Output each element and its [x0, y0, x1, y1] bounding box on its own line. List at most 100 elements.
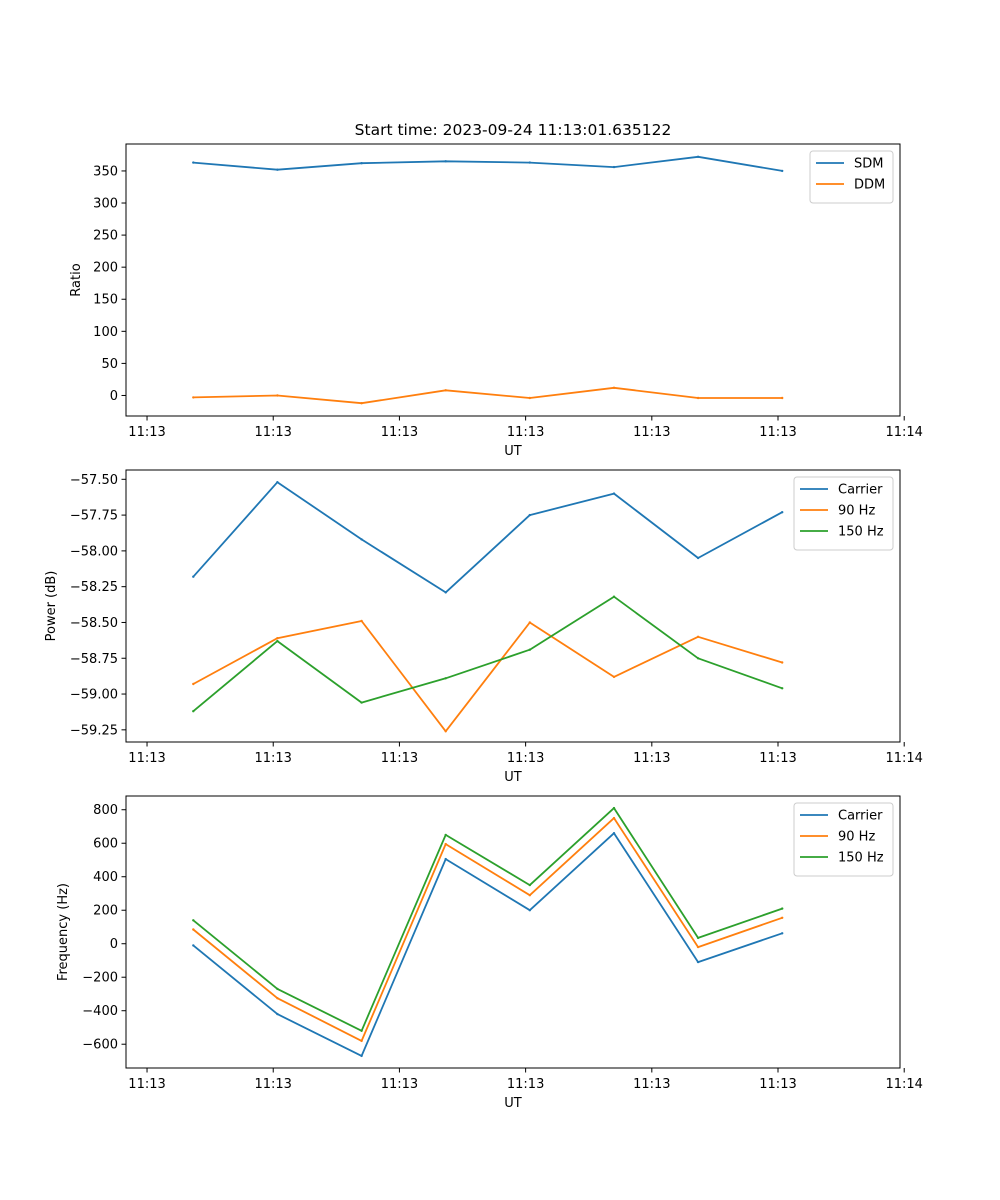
data-point	[360, 162, 363, 165]
x-tick-label: 11:13	[381, 425, 418, 440]
data-point	[192, 682, 195, 686]
y-tick-label: −58.50	[70, 616, 118, 631]
legend: Carrier 90 Hz 150 Hz	[793, 802, 894, 877]
data-point	[360, 402, 363, 405]
data-point	[781, 396, 784, 400]
y-axis-label: Frequency (Hz)	[56, 883, 71, 981]
series-line-carrier	[192, 832, 783, 1057]
series-line-carrier	[192, 481, 783, 594]
data-point	[276, 1012, 279, 1016]
data-point	[696, 657, 700, 660]
y-tick-label: −57.50	[70, 473, 118, 488]
data-point	[528, 894, 531, 897]
y-tick-label: 100	[93, 325, 118, 340]
y-tick-label: 400	[93, 870, 118, 885]
legend: Carrier 90 Hz 150 Hz	[793, 476, 894, 551]
series-group	[192, 155, 784, 405]
data-point	[276, 987, 279, 991]
data-point	[276, 997, 279, 1000]
x-axis-label: UT	[504, 1096, 522, 1111]
series-group	[192, 481, 784, 733]
y-tick-label: −57.75	[70, 509, 118, 524]
x-tick-label: 11:13	[128, 425, 165, 440]
data-point	[360, 1054, 363, 1058]
data-point	[528, 648, 531, 651]
data-point	[276, 637, 279, 640]
data-point	[781, 661, 784, 664]
data-point	[192, 919, 195, 922]
y-tick-label: 350	[93, 164, 118, 179]
data-point	[444, 730, 447, 733]
y-tick-label: −58.75	[70, 652, 118, 667]
data-point	[528, 396, 531, 400]
data-point	[192, 928, 195, 931]
x-tick-label: 11:13	[507, 425, 544, 440]
data-point	[192, 710, 195, 713]
data-point	[192, 575, 195, 578]
series-line-150-hz	[192, 807, 783, 1032]
y-tick-label: 600	[93, 837, 118, 852]
axes-frame	[125, 469, 901, 743]
data-point	[276, 168, 279, 171]
legend-label: 150 Hz	[838, 851, 884, 866]
y-tick-label: 200	[93, 904, 118, 919]
figure-title: Start time: 2023-09-24 11:13:01.635122	[355, 121, 672, 139]
data-point	[528, 621, 531, 624]
y-tick-label: −58.00	[70, 544, 118, 559]
legend-label: SDM	[854, 157, 883, 172]
subplot-frequency: 11:13 11:13 11:13 11:13 11:13 11:13 11:14 −600 −…	[56, 795, 923, 1111]
data-point	[696, 960, 700, 964]
x-tick-label: 11:13	[633, 1077, 670, 1092]
x-tick-label: 11:13	[759, 1077, 796, 1092]
subplot-ratio: 11:13 11:13 11:13 11:13 11:13 11:13 11:14 0 50 10…	[69, 143, 923, 459]
data-point	[192, 944, 195, 947]
y-tick-label: −600	[82, 1038, 118, 1053]
data-point	[612, 675, 616, 679]
data-point	[360, 701, 363, 704]
data-point	[696, 936, 700, 940]
legend: SDM DDM	[809, 150, 894, 204]
data-point	[781, 932, 784, 935]
x-tick-label: 11:13	[254, 1077, 291, 1092]
data-point	[612, 386, 616, 389]
data-point	[612, 595, 616, 598]
data-point	[276, 639, 279, 643]
x-tick-label: 11:13	[633, 425, 670, 440]
data-point	[612, 816, 616, 820]
y-tick-label: −59.25	[70, 723, 118, 738]
x-tick-label: 11:13	[381, 1077, 418, 1092]
y-tick-label: −58.25	[70, 580, 118, 595]
data-point	[781, 687, 784, 690]
x-axis-label: UT	[504, 444, 522, 459]
subplots: 11:13 11:13 11:13 11:13 11:13 11:13 11:14 0 50 10…	[44, 143, 923, 1111]
data-point	[192, 396, 195, 399]
data-point	[192, 161, 195, 164]
legend-label: 90 Hz	[838, 830, 875, 845]
y-tick-label: 800	[93, 803, 118, 818]
y-axis-label: Power (dB)	[44, 571, 59, 642]
series-line-sdm	[193, 155, 783, 172]
data-point	[444, 677, 447, 680]
y-axis-label: Ratio	[69, 263, 84, 296]
data-point	[781, 169, 784, 173]
subplot-power: 11:13 11:13 11:13 11:13 11:13 11:13 11:14 −59.2…	[44, 469, 923, 785]
x-tick-label: 11:13	[254, 425, 291, 440]
data-point	[528, 909, 531, 912]
data-point	[528, 513, 531, 517]
x-tick-label: 11:13	[759, 425, 796, 440]
data-point	[696, 556, 700, 560]
x-tick-label: 11:13	[507, 1077, 544, 1092]
data-point	[612, 165, 616, 169]
legend-label: 150 Hz	[838, 525, 884, 540]
data-point	[444, 857, 447, 861]
legend-label: 90 Hz	[838, 504, 875, 519]
data-point	[276, 394, 279, 397]
data-point	[612, 492, 616, 495]
x-tick-label: 11:13	[381, 751, 418, 766]
series-line-90-hz	[192, 620, 783, 733]
y-tick-label: 300	[93, 197, 118, 212]
data-point	[781, 511, 784, 514]
y-tick-label: 50	[101, 357, 118, 372]
data-point	[781, 916, 784, 919]
